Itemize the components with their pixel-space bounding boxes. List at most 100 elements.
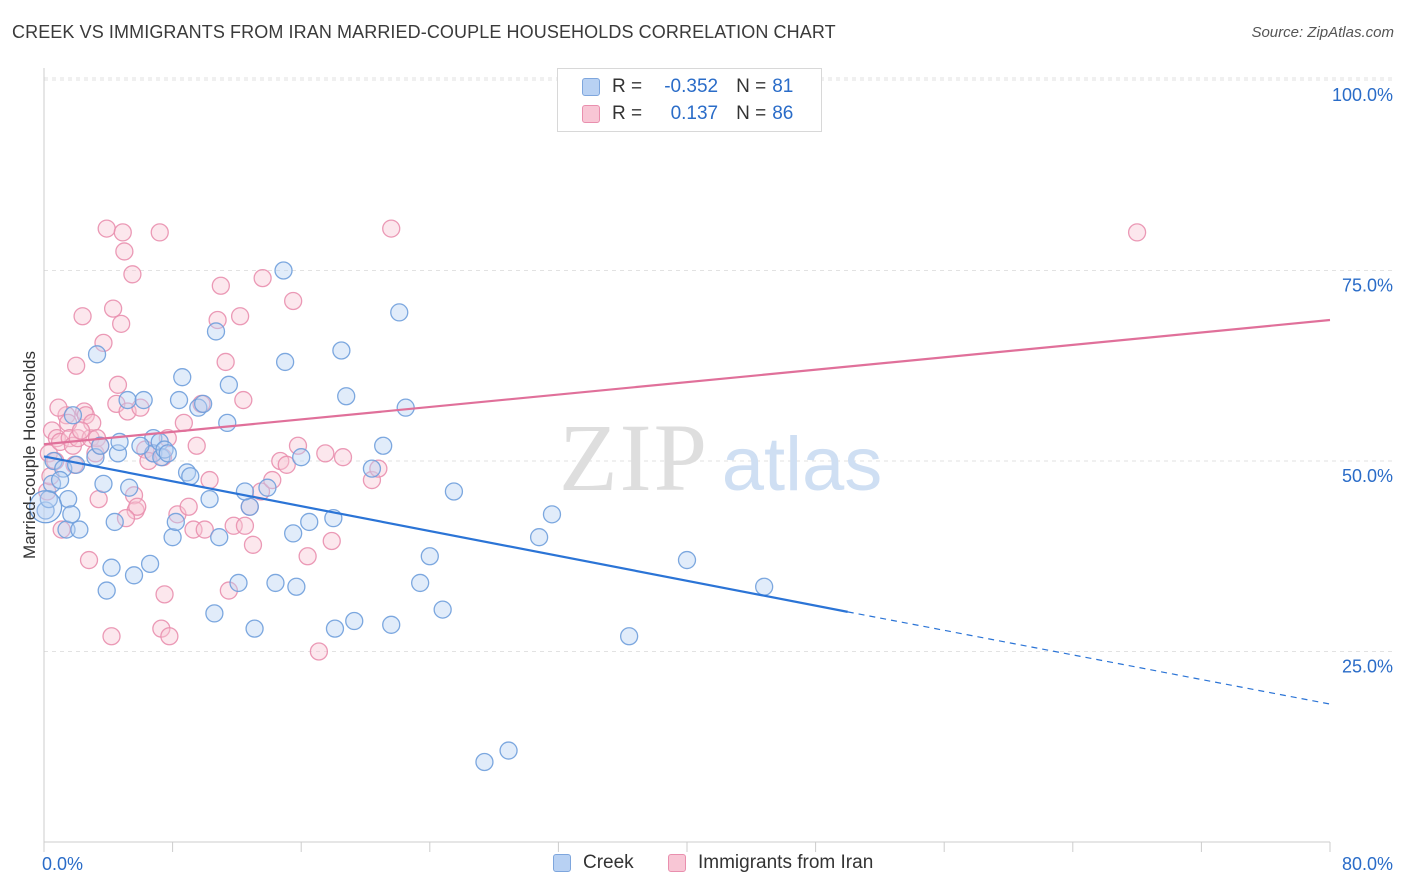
iran-point — [243, 535, 263, 554]
creek-swatch — [582, 78, 600, 96]
iran-point — [322, 531, 341, 551]
creek-point — [382, 615, 401, 634]
iran-point — [288, 436, 308, 455]
legend-label-creek: Creek — [583, 852, 634, 873]
creek-point — [229, 573, 248, 593]
iran-swatch — [582, 105, 600, 123]
iran-point — [102, 627, 121, 646]
iran-point — [309, 642, 329, 661]
iran-point — [160, 627, 179, 646]
iran-point — [216, 352, 235, 372]
creek-point — [118, 390, 137, 410]
iran-point — [155, 585, 174, 604]
iran-point — [113, 223, 132, 242]
iran-point — [298, 547, 317, 566]
creek-point — [542, 505, 562, 524]
creek-point — [62, 505, 81, 524]
tick-labels: 25.0% 50.0% 75.0% 100.0% 0.0% 80.0% — [42, 85, 1393, 874]
iran-trend-line — [43, 318, 1331, 446]
creek-point — [166, 512, 185, 532]
x-tick-label-min: 0.0% — [42, 854, 83, 874]
legend-item-creek[interactable]: Creek — [553, 852, 634, 874]
watermark: ZIP atlas — [559, 404, 882, 511]
y-tick-label: 50.0% — [1342, 466, 1393, 486]
creek-point — [274, 261, 293, 280]
creek-point — [210, 528, 229, 547]
creek-point — [94, 474, 113, 494]
creek-point — [163, 528, 182, 547]
iran-point — [235, 516, 255, 535]
iran-legend-swatch — [668, 854, 686, 872]
iran-point — [103, 299, 123, 318]
creek-point — [411, 573, 430, 593]
creek-point — [362, 459, 382, 478]
iran-point — [187, 436, 206, 455]
creek-point — [105, 512, 124, 532]
creek-point — [131, 436, 150, 455]
creek-point — [444, 482, 464, 501]
creek-point — [619, 627, 639, 646]
series-legend: Creek Immigrants from Iran — [0, 852, 1406, 878]
axes — [43, 68, 1331, 852]
creek-point — [529, 528, 549, 547]
iran-point — [195, 520, 214, 539]
creek-point — [390, 303, 409, 322]
creek-point — [337, 387, 356, 406]
y-tick-label: 75.0% — [1342, 276, 1393, 296]
creek-point — [206, 322, 226, 341]
creek-point — [292, 448, 311, 467]
n-label: N = — [736, 103, 767, 124]
iran-point — [52, 520, 71, 539]
creek-point-cluster — [28, 490, 63, 524]
iran-point — [174, 413, 194, 433]
iran-point — [234, 390, 253, 410]
creek-point — [102, 558, 121, 577]
creek-trend-extension — [847, 611, 1331, 705]
creek-point — [218, 413, 237, 433]
creek-point — [87, 345, 107, 364]
iran-point — [108, 375, 128, 394]
creek-point — [36, 501, 55, 520]
creek-point — [332, 341, 351, 360]
r-label: R = — [612, 103, 643, 124]
iran-point — [73, 307, 92, 326]
chart-title: CREEK VS IMMIGRANTS FROM IRAN MARRIED-CO… — [12, 22, 836, 42]
n-value: 81 — [772, 76, 794, 97]
creek-point — [169, 390, 189, 410]
n-label: N = — [736, 76, 767, 97]
legend-item-iran[interactable]: Immigrants from Iran — [668, 852, 873, 874]
iran-point — [369, 459, 388, 478]
creek-point — [193, 394, 213, 414]
creek-point — [677, 550, 697, 570]
creek-point — [108, 444, 128, 463]
creek-point — [63, 406, 83, 425]
iran-point — [1127, 223, 1147, 242]
creek-point — [420, 547, 439, 566]
creek-point — [284, 524, 303, 543]
creek-point — [258, 478, 277, 497]
trend-lines — [43, 318, 1331, 705]
creek-point — [70, 520, 89, 539]
iran-point — [94, 333, 113, 353]
iran-point — [200, 470, 219, 490]
creek-point — [499, 741, 518, 760]
r-value: 0.137 — [670, 103, 719, 124]
iran-point — [123, 265, 142, 284]
iran-point — [49, 398, 68, 417]
creek-point — [91, 436, 110, 455]
creek-point — [219, 375, 239, 394]
creek-point — [275, 352, 295, 372]
y-axis-label: Married-couple Households — [20, 351, 39, 559]
creek-point — [345, 611, 364, 631]
iran-point — [277, 455, 296, 474]
creek-point — [245, 619, 264, 638]
creek-point — [134, 390, 153, 410]
watermark-zip: ZIP — [559, 404, 709, 511]
n-value: 86 — [772, 103, 794, 124]
iran-point — [230, 307, 250, 326]
iran-point — [79, 550, 99, 570]
iran-point — [116, 509, 136, 528]
grid-lines — [44, 77, 1394, 652]
creek-point — [755, 577, 774, 596]
